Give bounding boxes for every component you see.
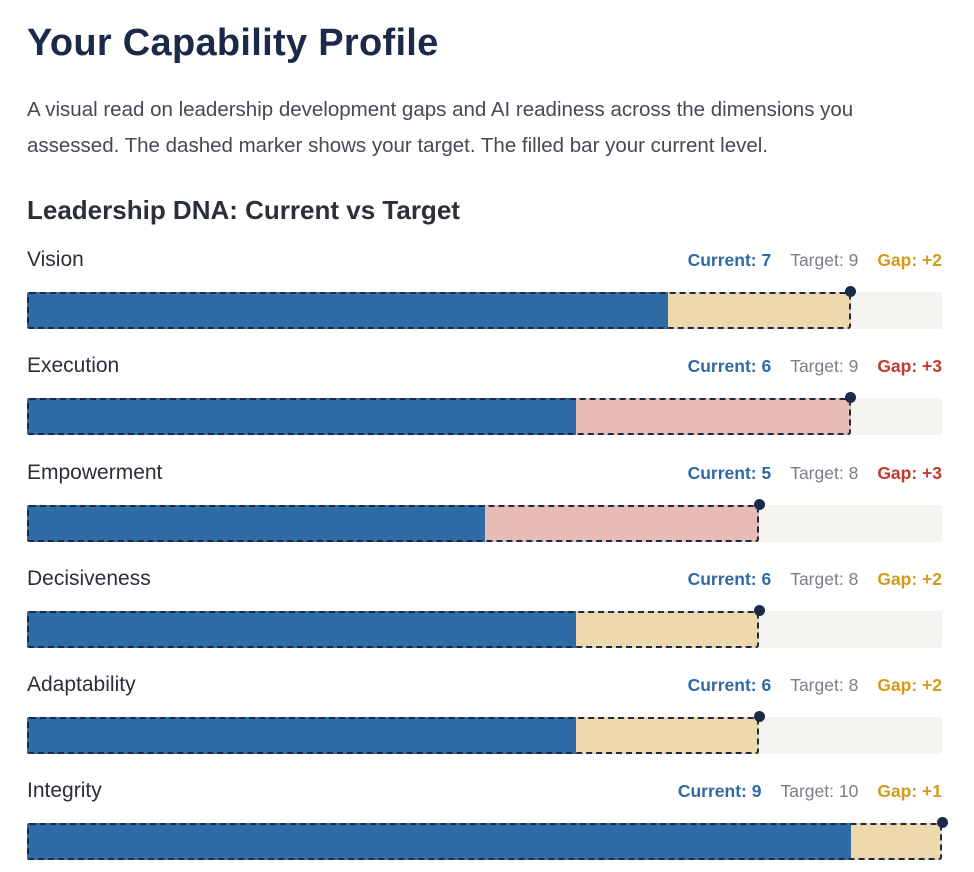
bar-track [27,604,942,648]
current-value-label: Current: 7 [687,250,772,270]
target-value-label: Target: 10 [780,781,859,802]
dimension-stats: Current: 6 Target: 8 Gap: +2 [688,675,942,696]
dimension-label: Integrity [27,779,102,803]
current-value-label: Current: 6 [687,568,772,589]
target-dashed-marker [27,717,759,755]
target-dashed-marker [27,398,851,436]
intro-text: A visual read on leadership development … [27,98,854,157]
gap-bar [576,717,759,755]
bar-track [27,817,948,861]
gap-value-label: Gap: +3 [877,356,942,377]
target-dashed-marker [27,610,759,648]
gap-value-label: Gap: +2 [877,675,942,696]
dimension-row-vision: Vision Current: 7 Target: 9 Gap: +2 [27,248,942,354]
target-dot-icon [845,286,856,297]
bar-track [27,392,942,436]
leadership-dna-chart: Vision Current: 7 Target: 9 Gap: +2 Executio… [27,248,948,872]
target-value-label: Target: 9 [790,250,859,270]
gap-value-label: Gap: +2 [877,250,942,270]
current-value-label: Current: 5 [687,462,772,483]
current-value-label: Current: 9 [677,781,762,802]
target-value-label: Target: 8 [790,462,859,483]
dimension-row-decisiveness: Decisiveness Current: 6 Target: 8 Gap: +2 [27,567,942,673]
dimension-label: Decisiveness [27,566,151,590]
gap-value-label: Gap: +2 [877,568,942,589]
target-value-label: Target: 8 [790,675,859,696]
target-value-label: Target: 8 [790,568,859,589]
page-title: Your Capability Profile [27,22,439,64]
dimension-row-header: Decisiveness Current: 6 Target: 8 Gap: +2 [27,567,942,599]
current-level-bar [27,398,576,436]
target-dot-icon [936,817,948,829]
current-value-label: Current: 6 [687,356,772,377]
dimension-row-header: Vision Current: 7 Target: 9 Gap: +2 [27,248,942,280]
dimension-label: Adaptability [27,673,136,697]
dimension-stats: Current: 6 Target: 9 Gap: +3 [688,356,942,377]
dimension-row-header: Empowerment Current: 5 Target: 8 Gap: +3 [27,461,942,493]
bar-track [27,286,942,329]
gap-bar [576,610,759,648]
dimension-row-adaptability: Adaptability Current: 6 Target: 8 Gap: +2 [27,673,942,779]
dimension-row-header: Adaptability Current: 6 Target: 8 Gap: +2 [27,673,942,705]
gap-bar [484,504,759,542]
gap-bar [667,292,851,329]
dimension-row-empowerment: Empowerment Current: 5 Target: 8 Gap: +3 [27,461,942,567]
current-level-bar [27,504,485,542]
target-dot-icon [845,392,856,404]
target-dashed-marker [27,292,851,329]
target-dot-icon [753,604,765,616]
gap-value-label: Gap: +3 [877,462,942,483]
current-level-bar [27,292,668,329]
dimension-label: Execution [27,354,120,378]
dimension-stats: Current: 7 Target: 9 Gap: +2 [688,250,942,271]
current-level-bar [27,823,851,861]
gap-value-label: Gap: +1 [877,781,942,802]
target-value-label: Target: 9 [790,356,859,377]
target-dashed-marker [27,504,759,542]
section-title: Leadership DNA: Current vs Target [27,195,460,225]
dimension-row-header: Execution Current: 6 Target: 9 Gap: +3 [27,354,942,386]
dimension-stats: Current: 6 Target: 8 Gap: +2 [688,569,942,590]
target-dashed-marker [27,823,942,861]
gap-bar [576,398,851,436]
current-level-bar [27,717,576,755]
gap-bar [850,823,942,861]
dimension-row-header: Integrity Current: 9 Target: 10 Gap: +1 [27,779,942,811]
dimension-row-execution: Execution Current: 6 Target: 9 Gap: +3 [27,354,942,460]
dimension-label: Empowerment [27,460,163,484]
target-dot-icon [753,711,765,723]
dimension-row-integrity: Integrity Current: 9 Target: 10 Gap: +1 [27,779,948,872]
current-level-bar [27,610,576,648]
dimension-stats: Current: 9 Target: 10 Gap: +1 [678,781,942,802]
target-dot-icon [753,498,765,510]
dimension-stats: Current: 5 Target: 8 Gap: +3 [688,463,942,484]
dimension-label: Vision [27,248,84,271]
current-value-label: Current: 6 [687,675,772,696]
bar-track [27,711,942,755]
bar-track [27,498,942,542]
